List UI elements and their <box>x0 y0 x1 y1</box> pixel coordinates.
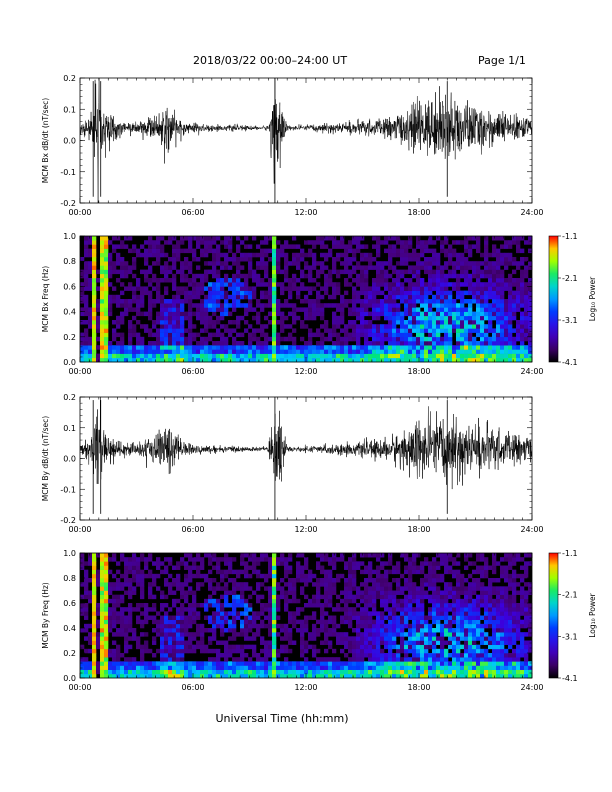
y-axis-label: MCM By dB/dt (nT/sec) <box>41 416 50 501</box>
dbdt-series-line <box>80 397 532 490</box>
x-tick-label: 18:00 <box>407 367 430 376</box>
y-tick-label: 0.1 <box>63 424 76 433</box>
x-tick-label: 00:00 <box>68 208 91 217</box>
y-tick-label: 1.0 <box>63 232 76 241</box>
x-tick-label: 12:00 <box>294 525 317 534</box>
x-tick-label: 12:00 <box>294 367 317 376</box>
colorbar-tick-label: -2.1 <box>562 591 578 600</box>
colorbar-tick-label: -2.1 <box>562 274 578 283</box>
y-tick-label: 0.6 <box>63 282 76 291</box>
y-tick-label: -0.2 <box>60 516 76 525</box>
x-axis-label: Universal Time (hh:mm) <box>216 712 349 725</box>
colorbar-tick-label: -4.1 <box>562 358 578 367</box>
y-tick-label: -0.2 <box>60 199 76 208</box>
y-tick-label: 0.1 <box>63 105 76 114</box>
y-tick-label: -0.1 <box>60 168 76 177</box>
x-tick-label: 06:00 <box>181 208 204 217</box>
colorbar-label: Log₁₀ Power <box>588 276 597 321</box>
y-tick-label: 0.2 <box>63 393 76 402</box>
dbdt-series-line <box>80 78 532 203</box>
y-tick-label: 0.2 <box>63 74 76 83</box>
y-tick-label: 0.2 <box>63 333 76 342</box>
y-tick-label: 0.0 <box>63 358 76 367</box>
y-axis-label: MCM By Freq (Hz) <box>41 582 50 648</box>
x-tick-label: 12:00 <box>294 208 317 217</box>
y-tick-label: 0.0 <box>63 455 76 464</box>
y-tick-label: 0.0 <box>63 137 76 146</box>
x-tick-label: 24:00 <box>520 525 543 534</box>
x-tick-label: 18:00 <box>407 525 430 534</box>
by-dbdt-panel: -0.2 -0.1 0.0 0.1 0.2 MCM By dB/dt (nT/sec) 00… <box>41 393 544 534</box>
colorbar <box>548 552 559 679</box>
x-tick-label: 06:00 <box>181 683 204 692</box>
y-tick-label: 0.8 <box>63 574 76 583</box>
colorbar-label: Log₁₀ Power <box>588 592 597 637</box>
page-title: 2018/03/22 00:00–24:00 UT <box>193 54 348 67</box>
page-number: Page 1/1 <box>478 54 526 67</box>
y-tick-label: 0.4 <box>63 624 76 633</box>
y-tick-label: 0.2 <box>63 649 76 658</box>
y-tick-label: 0.8 <box>63 257 76 266</box>
y-axis-label: MCM Bx Freq (Hz) <box>41 266 50 332</box>
by-spectrogram-panel: 0.0 0.2 0.4 0.6 0.8 1.0 MCM By Freq (Hz) -1.1 -2… <box>41 549 597 692</box>
x-tick-label: 00:00 <box>68 525 91 534</box>
spectrogram-cells <box>80 553 533 679</box>
bx-dbdt-panel: -0.2 -0.1 0.0 0.1 0.2 MCM Bx dB/dt (nT/sec) 00… <box>41 74 544 217</box>
x-tick-label: 24:00 <box>520 367 543 376</box>
y-tick-label: 0.4 <box>63 308 76 317</box>
x-tick-label: 18:00 <box>407 683 430 692</box>
x-tick-label: 12:00 <box>294 683 317 692</box>
bx-spectrogram-panel: 0.0 0.2 0.4 0.6 0.8 1.0 MCM Bx Freq (Hz) -1.1 -2… <box>41 232 597 376</box>
x-tick-label: 24:00 <box>520 208 543 217</box>
colorbar <box>548 235 559 363</box>
colorbar-tick-label: -4.1 <box>562 674 578 683</box>
y-axis-label: MCM Bx dB/dt (nT/sec) <box>41 98 50 183</box>
x-tick-label: 00:00 <box>68 367 91 376</box>
y-tick-label: 0.0 <box>63 674 76 683</box>
y-tick-label: 0.6 <box>63 599 76 608</box>
y-tick-label: 1.0 <box>63 549 76 558</box>
x-tick-label: 18:00 <box>407 208 430 217</box>
x-tick-label: 06:00 <box>181 367 204 376</box>
x-tick-label: 06:00 <box>181 525 204 534</box>
colorbar-tick-label: -3.1 <box>562 316 578 325</box>
x-tick-label: 00:00 <box>68 683 91 692</box>
spectrogram-cells <box>80 236 533 363</box>
x-tick-label: 24:00 <box>520 683 543 692</box>
colorbar-tick-label: -1.1 <box>562 549 578 558</box>
colorbar-tick-label: -3.1 <box>562 632 578 641</box>
colorbar-tick-label: -1.1 <box>562 232 578 241</box>
y-tick-label: -0.1 <box>60 485 76 494</box>
